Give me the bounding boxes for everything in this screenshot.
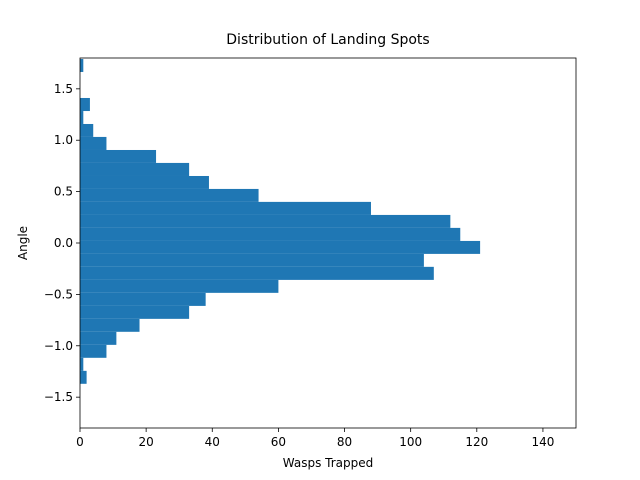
bar <box>80 331 117 345</box>
bar <box>80 240 481 254</box>
y-axis-label: Angle <box>16 226 30 260</box>
y-tick-label: 0.0 <box>54 236 73 250</box>
x-tick-label: 100 <box>399 435 422 449</box>
bar <box>80 97 90 112</box>
bar <box>80 266 434 280</box>
y-tick-label: 1.5 <box>54 82 73 96</box>
bar <box>80 318 140 332</box>
bar <box>80 162 190 176</box>
bar <box>80 227 461 241</box>
bar <box>80 111 84 124</box>
bar <box>80 149 157 163</box>
bar <box>80 123 94 137</box>
bar <box>80 175 209 189</box>
y-tick-label: 0.5 <box>54 185 73 199</box>
bar <box>80 201 371 215</box>
bar <box>80 253 424 267</box>
x-axis-label: Wasps Trapped <box>283 456 373 470</box>
y-tick-label: −1.0 <box>44 339 73 353</box>
bar <box>80 136 107 150</box>
x-tick-label: 60 <box>271 435 286 449</box>
y-tick-label: 1.0 <box>54 133 73 147</box>
bar <box>80 59 84 72</box>
x-tick-label: 20 <box>138 435 153 449</box>
x-tick-label: 80 <box>337 435 352 449</box>
plot-frame <box>79 57 577 429</box>
bar <box>80 279 279 293</box>
bar <box>80 370 87 384</box>
x-tick-label: 140 <box>531 435 554 449</box>
x-tick-label: 40 <box>205 435 220 449</box>
y-tick-label: −0.5 <box>44 287 73 301</box>
chart-title: Distribution of Landing Spots <box>226 32 429 48</box>
x-tick-label: 0 <box>76 435 84 449</box>
bar <box>80 344 107 358</box>
y-tick-label: −1.5 <box>44 390 73 404</box>
bar <box>80 292 206 306</box>
bar <box>80 214 451 228</box>
bar <box>80 305 190 319</box>
bar <box>80 357 84 371</box>
x-tick-label: 120 <box>465 435 488 449</box>
bar <box>80 188 259 202</box>
